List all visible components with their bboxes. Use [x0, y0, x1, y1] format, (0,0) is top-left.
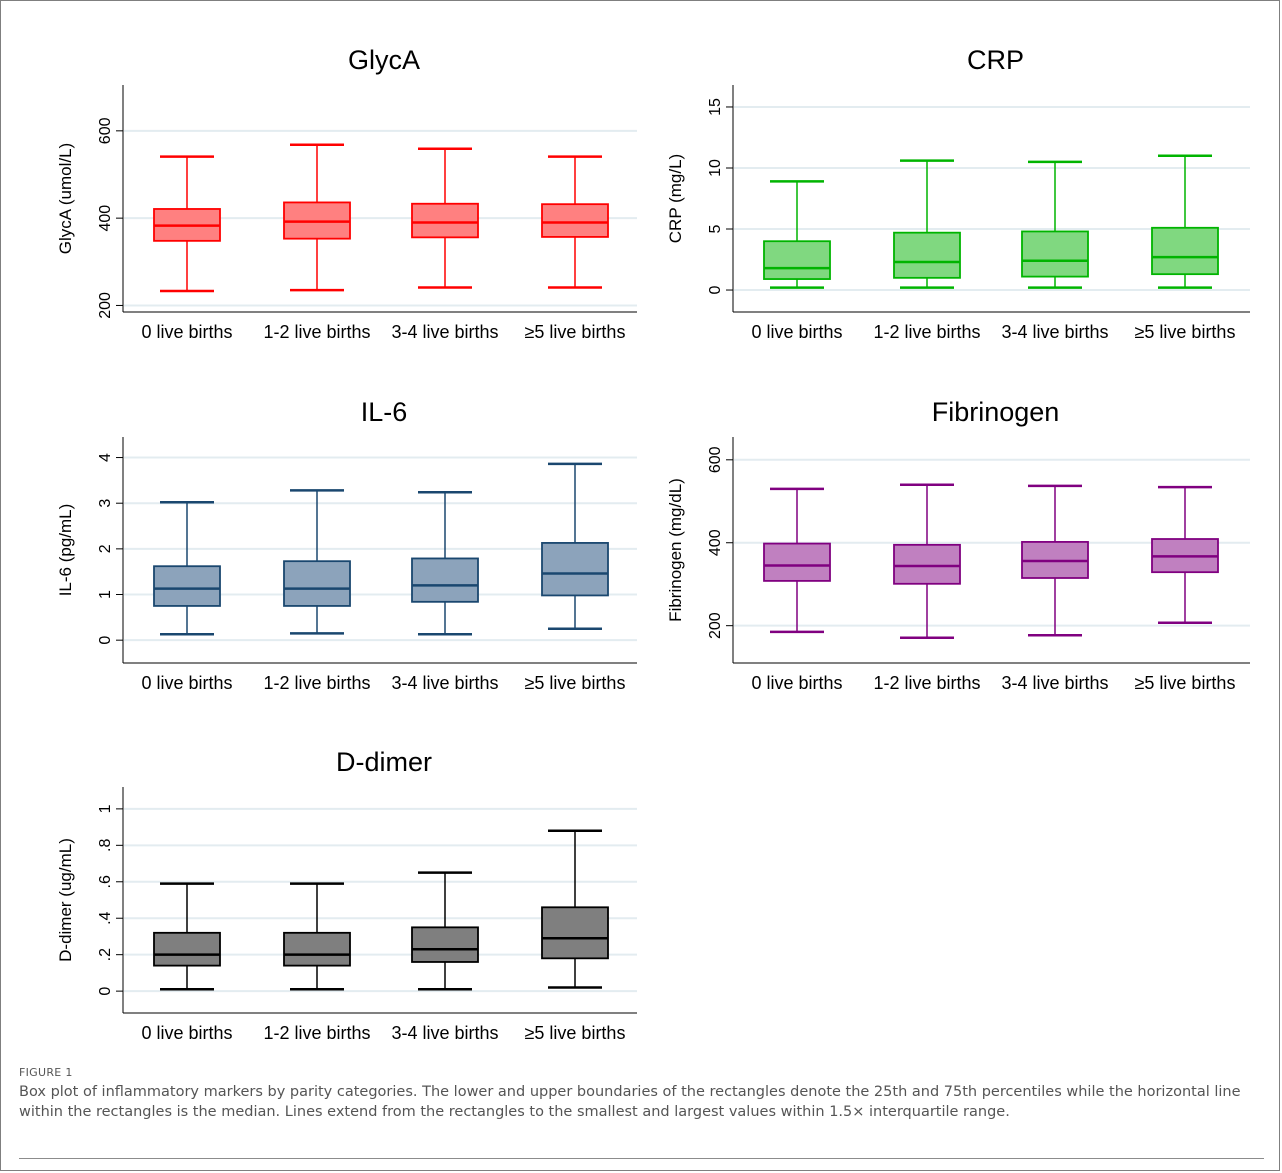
chart-title: CRP — [967, 45, 1024, 75]
box-1 — [763, 487, 831, 634]
y-tick-label: 3 — [97, 499, 114, 508]
iqr-box — [893, 231, 961, 279]
figure-caption: Box plot of inflammatory markers by pari… — [19, 1084, 1241, 1120]
box-1 — [153, 155, 221, 293]
y-tick-label: .4 — [97, 911, 114, 924]
y-axis-label: D-dimer (ug/mL) — [56, 838, 75, 962]
iqr-box — [893, 543, 961, 585]
iqr-box — [153, 565, 221, 607]
x-category-label: ≥5 live births — [525, 673, 626, 693]
iqr-box — [283, 931, 351, 967]
y-axis-label: Fibrinogen (mg/dL) — [666, 478, 685, 622]
box-4 — [541, 829, 609, 989]
iqr-box — [411, 926, 479, 963]
x-category-label: ≥5 live births — [1135, 322, 1236, 342]
bottom-rule — [19, 1158, 1264, 1159]
chart-title: Fibrinogen — [932, 397, 1060, 427]
y-tick-label: 0 — [707, 285, 724, 294]
y-tick-label: 600 — [707, 446, 724, 473]
chart-panel-glyca: GlycA 200 400 600 GlycA (umol/L) 0 live birth… — [56, 45, 637, 342]
box-2 — [283, 489, 351, 635]
x-category-label: ≥5 live births — [525, 322, 626, 342]
iqr-box — [541, 203, 609, 238]
x-category-label: 1-2 live births — [263, 673, 370, 693]
iqr-box — [411, 202, 479, 239]
box-4 — [541, 155, 609, 289]
box-3 — [411, 871, 479, 991]
iqr-box — [283, 560, 351, 607]
y-tick-label: 0 — [97, 636, 114, 645]
chart-title: D-dimer — [336, 747, 432, 777]
x-category-label: 3-4 live births — [1001, 673, 1108, 693]
box-3 — [1021, 484, 1089, 637]
chart-title: GlycA — [348, 45, 420, 75]
y-tick-label: 10 — [707, 159, 724, 177]
chart-panel-il-6: IL-6 0 1 2 3 4 IL-6 (pg/mL) 0 live births 1-2 li… — [56, 397, 637, 693]
x-category-label: 1-2 live births — [873, 322, 980, 342]
iqr-box — [763, 240, 831, 280]
x-category-label: 0 live births — [141, 673, 232, 693]
box-4 — [541, 462, 609, 631]
y-axis-label: IL-6 (pg/mL) — [56, 504, 75, 597]
x-category-label: ≥5 live births — [525, 1023, 626, 1043]
y-axis-label: GlycA (umol/L) — [56, 143, 75, 254]
y-tick-label: .6 — [97, 875, 114, 888]
box-3 — [411, 147, 479, 289]
box-4 — [1151, 485, 1219, 625]
y-tick-label: 5 — [707, 224, 724, 233]
y-tick-label: 200 — [97, 292, 114, 319]
y-tick-label: .8 — [97, 839, 114, 852]
box-1 — [153, 882, 221, 991]
box-1 — [763, 180, 831, 289]
y-tick-label: 1 — [97, 590, 114, 599]
y-axis-label: CRP (mg/L) — [666, 154, 685, 243]
y-tick-label: 1 — [97, 804, 114, 813]
y-tick-label: 400 — [97, 205, 114, 232]
box-1 — [153, 501, 221, 636]
y-tick-label: .2 — [97, 948, 114, 961]
y-tick-label: 4 — [97, 453, 114, 462]
y-tick-label: 600 — [97, 117, 114, 144]
x-category-label: 0 live births — [751, 673, 842, 693]
y-tick-label: 15 — [707, 98, 724, 116]
y-tick-label: 200 — [707, 612, 724, 639]
box-2 — [893, 159, 961, 289]
x-category-label: 0 live births — [141, 322, 232, 342]
x-category-label: 3-4 live births — [391, 1023, 498, 1043]
x-category-label: 0 live births — [751, 322, 842, 342]
iqr-box — [541, 906, 609, 960]
box-2 — [893, 483, 961, 639]
box-4 — [1151, 154, 1219, 289]
x-category-label: 3-4 live births — [391, 322, 498, 342]
iqr-box — [1151, 226, 1219, 276]
chart-panel-fibrinogen: Fibrinogen 200 400 600 Fibrinogen (mg/dL) 0 l… — [666, 397, 1250, 693]
iqr-box — [541, 542, 609, 597]
x-category-label: 1-2 live births — [263, 1023, 370, 1043]
y-tick-label: 400 — [707, 529, 724, 556]
y-tick-label: 0 — [97, 987, 114, 996]
x-category-label: 1-2 live births — [263, 322, 370, 342]
box-3 — [411, 490, 479, 636]
x-category-label: 1-2 live births — [873, 673, 980, 693]
iqr-box — [411, 557, 479, 603]
iqr-box — [1021, 230, 1089, 278]
box-3 — [1021, 160, 1089, 289]
y-tick-label: 2 — [97, 544, 114, 553]
iqr-box — [153, 931, 221, 967]
chart-title: IL-6 — [361, 397, 408, 427]
x-category-label: 3-4 live births — [391, 673, 498, 693]
x-category-label: 0 live births — [141, 1023, 232, 1043]
figure-label: FIGURE 1 — [19, 1066, 73, 1079]
chart-panel-d-dimer: D-dimer 0 .2 .4 .6 .8 1 D-dimer (ug/mL) 0 live b… — [56, 747, 637, 1043]
box-2 — [283, 882, 351, 991]
x-category-label: 3-4 live births — [1001, 322, 1108, 342]
iqr-box — [763, 542, 831, 582]
x-category-label: ≥5 live births — [1135, 673, 1236, 693]
box-2 — [283, 143, 351, 292]
chart-panel-crp: CRP 0 5 10 15 CRP (mg/L) 0 live births 1-2 live… — [666, 45, 1250, 342]
